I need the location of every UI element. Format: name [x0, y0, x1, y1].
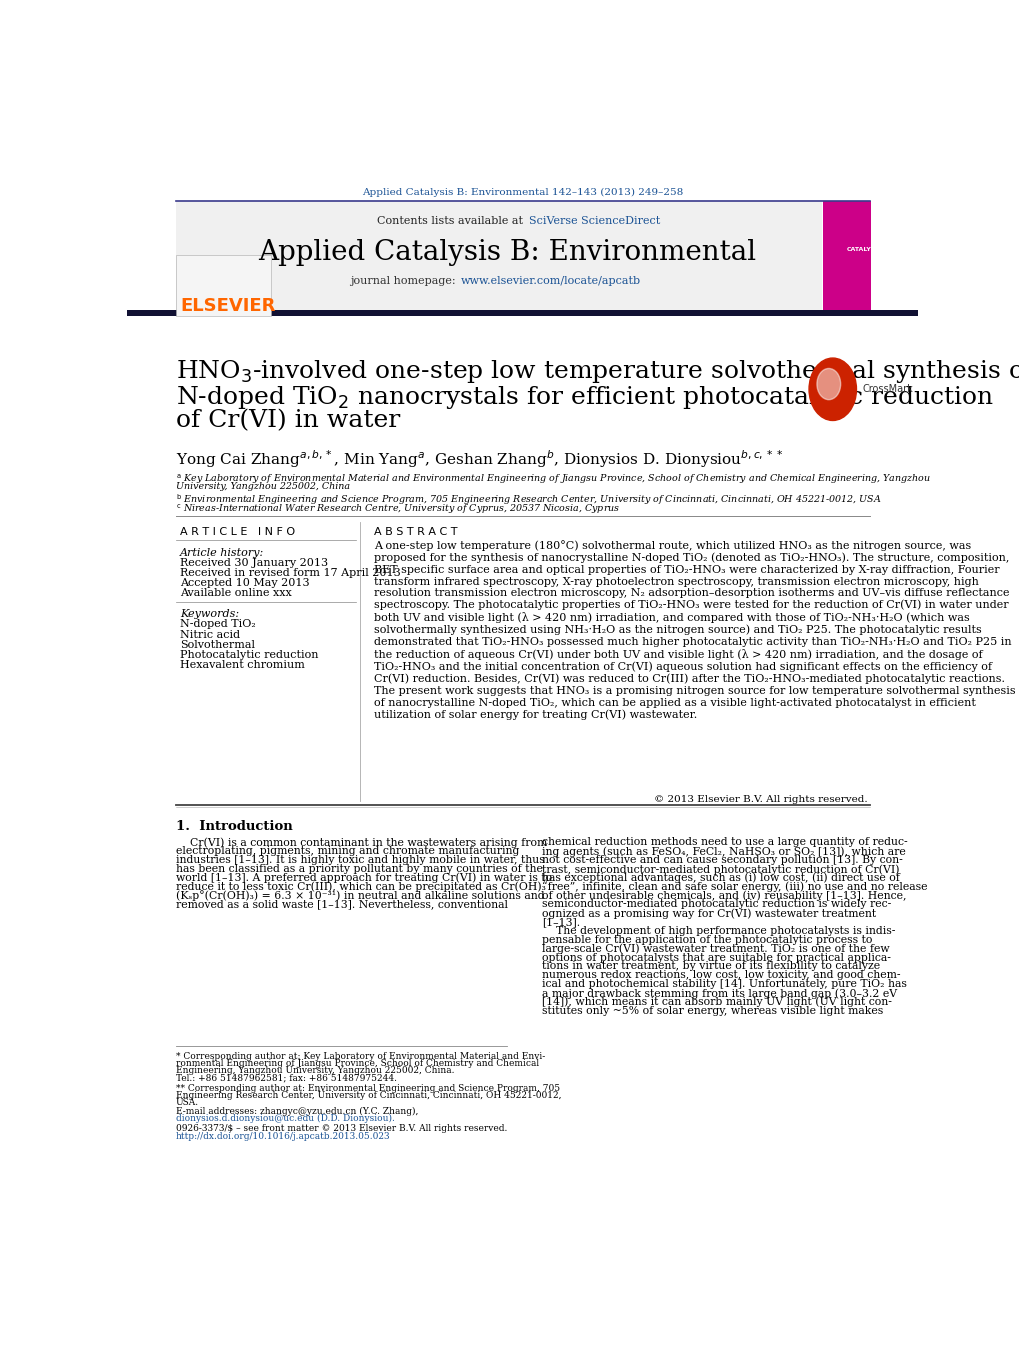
Text: www.elsevier.com/locate/apcatb: www.elsevier.com/locate/apcatb	[461, 276, 641, 286]
Text: N-doped TiO$_2$ nanocrystals for efficient photocatalytic reduction: N-doped TiO$_2$ nanocrystals for efficie…	[175, 384, 993, 411]
Text: Engineering Research Center, University of Cincinnati, Cincinnati, OH 45221-0012: Engineering Research Center, University …	[175, 1090, 560, 1100]
Text: Applied Catalysis B: Environmental: Applied Catalysis B: Environmental	[258, 239, 755, 266]
Text: Photocatalytic reduction: Photocatalytic reduction	[180, 650, 318, 659]
Text: ical and photochemical stability [14]. Unfortunately, pure TiO₂ has: ical and photochemical stability [14]. U…	[541, 979, 906, 989]
Text: electroplating, pigments, mining and chromate manufacturing: electroplating, pigments, mining and chr…	[175, 846, 519, 857]
Text: Engineering, Yangzhou University, Yangzhou 225002, China.: Engineering, Yangzhou University, Yangzh…	[175, 1066, 453, 1075]
Text: Solvothermal: Solvothermal	[180, 639, 255, 650]
Text: Yong Cai Zhang$^{a,b,*}$, Min Yang$^{a}$, Geshan Zhang$^{b}$, Dionysios D. Diony: Yong Cai Zhang$^{a,b,*}$, Min Yang$^{a}$…	[175, 449, 782, 470]
Text: has exceptional advantages, such as (i) low cost, (ii) direct use of: has exceptional advantages, such as (i) …	[541, 873, 899, 884]
Text: $^{\rm c}$ Nireas-International Water Research Centre, University of Cyprus, 205: $^{\rm c}$ Nireas-International Water Re…	[175, 503, 620, 516]
Text: Accepted 10 May 2013: Accepted 10 May 2013	[180, 578, 310, 588]
Text: Nitric acid: Nitric acid	[180, 630, 240, 639]
Text: a major drawback stemming from its large band gap (3.0–3.2 eV: a major drawback stemming from its large…	[541, 988, 897, 998]
Text: HNO$_3$-involved one-step low temperature solvothermal synthesis of: HNO$_3$-involved one-step low temperatur…	[175, 358, 1019, 385]
Text: University, Yangzhou 225002, China: University, Yangzhou 225002, China	[175, 482, 350, 492]
Text: Cr(VI) is a common contaminant in the wastewaters arising from: Cr(VI) is a common contaminant in the wa…	[175, 838, 546, 848]
Text: 1.  Introduction: 1. Introduction	[175, 820, 292, 834]
Text: pensable for the application of the photocatalytic process to: pensable for the application of the phot…	[541, 935, 871, 944]
Text: Available online xxx: Available online xxx	[180, 588, 291, 598]
Circle shape	[816, 369, 840, 400]
Text: removed as a solid waste [1–13]. Nevertheless, conventional: removed as a solid waste [1–13]. Neverth…	[175, 900, 507, 909]
Text: has been classified as a priority pollutant by many countries of the: has been classified as a priority pollut…	[175, 865, 542, 874]
Text: of Cr(VI) in water: of Cr(VI) in water	[175, 409, 399, 432]
Text: CrossMark: CrossMark	[862, 384, 913, 394]
Text: $^{\rm b}$ Environmental Engineering and Science Program, 705 Engineering Resear: $^{\rm b}$ Environmental Engineering and…	[175, 493, 880, 507]
Text: ** Corresponding author at: Environmental Engineering and Science Program, 705: ** Corresponding author at: Environmenta…	[175, 1084, 559, 1093]
Text: (Kₛp°(Cr(OH)₃) = 6.3 × 10⁻³¹) in neutral and alkaline solutions and: (Kₛp°(Cr(OH)₃) = 6.3 × 10⁻³¹) in neutral…	[175, 890, 544, 901]
Text: SciVerse ScienceDirect: SciVerse ScienceDirect	[529, 216, 659, 226]
Bar	[175, 200, 821, 309]
Text: http://dx.doi.org/10.1016/j.apcatb.2013.05.023: http://dx.doi.org/10.1016/j.apcatb.2013.…	[175, 1132, 390, 1140]
Text: industries [1–13]. It is highly toxic and highly mobile in water, thus: industries [1–13]. It is highly toxic an…	[175, 855, 544, 865]
Text: A one-step low temperature (180°C) solvothermal route, which utilized HNO₃ as th: A one-step low temperature (180°C) solvo…	[374, 540, 1015, 720]
Text: numerous redox reactions, low cost, low toxicity, and good chem-: numerous redox reactions, low cost, low …	[541, 970, 900, 981]
Text: The development of high performance photocatalysts is indis-: The development of high performance phot…	[541, 925, 895, 936]
Text: © 2013 Elsevier B.V. All rights reserved.: © 2013 Elsevier B.V. All rights reserved…	[653, 794, 867, 804]
Text: options of photocatalysts that are suitable for practical applica-: options of photocatalysts that are suita…	[541, 952, 891, 962]
Bar	[127, 309, 917, 316]
Text: Tel.: +86 51487962581; fax: +86 51487975244.: Tel.: +86 51487962581; fax: +86 51487975…	[175, 1073, 396, 1082]
Text: tions in water treatment, by virtue of its flexibility to catalyze: tions in water treatment, by virtue of i…	[541, 962, 879, 971]
Text: [14]), which means it can absorb mainly UV light (UV light con-: [14]), which means it can absorb mainly …	[541, 997, 892, 1008]
Text: 0926-3373/$ – see front matter © 2013 Elsevier B.V. All rights reserved.: 0926-3373/$ – see front matter © 2013 El…	[175, 1124, 506, 1133]
Text: $^{\rm a}$ Key Laboratory of Environmental Material and Environmental Engineerin: $^{\rm a}$ Key Laboratory of Environment…	[175, 473, 929, 486]
Text: not cost-effective and can cause secondary pollution [13]. By con-: not cost-effective and can cause seconda…	[541, 855, 902, 865]
Text: Received 30 January 2013: Received 30 January 2013	[180, 558, 328, 567]
Text: Received in revised form 17 April 2013: Received in revised form 17 April 2013	[180, 567, 400, 578]
Text: USA.: USA.	[175, 1097, 199, 1106]
Text: Keywords:: Keywords:	[180, 609, 239, 620]
Text: CATALYSIS: CATALYSIS	[846, 247, 882, 251]
Text: dionysios.d.dionysiou@uc.edu (D.D. Dionysiou).: dionysios.d.dionysiou@uc.edu (D.D. Diony…	[175, 1113, 394, 1123]
Text: A B S T R A C T: A B S T R A C T	[374, 527, 457, 538]
Text: of other undesirable chemicals, and (iv) reusability [1–13]. Hence,: of other undesirable chemicals, and (iv)…	[541, 890, 906, 901]
Text: stitutes only ~5% of solar energy, whereas visible light makes: stitutes only ~5% of solar energy, where…	[541, 1005, 882, 1016]
Text: ELSEVIER: ELSEVIER	[180, 297, 275, 315]
Bar	[175, 254, 271, 316]
Text: ronmental Engineering of Jiangsu Province, School of Chemistry and Chemical: ronmental Engineering of Jiangsu Provinc…	[175, 1059, 538, 1069]
Text: N-doped TiO₂: N-doped TiO₂	[180, 620, 256, 630]
Text: [1–13].: [1–13].	[541, 917, 580, 927]
Text: A R T I C L E   I N F O: A R T I C L E I N F O	[180, 527, 296, 538]
Text: Contents lists available at: Contents lists available at	[377, 216, 526, 226]
Text: “free”, infinite, clean and safe solar energy, (iii) no use and no release: “free”, infinite, clean and safe solar e…	[541, 882, 926, 893]
Text: reduce it to less toxic Cr(III), which can be precipitated as Cr(OH)₃: reduce it to less toxic Cr(III), which c…	[175, 882, 545, 892]
Circle shape	[808, 358, 856, 420]
Text: ing agents (such as FeSO₄, FeCl₂, NaHSO₃ or SO₂ [13]), which are: ing agents (such as FeSO₄, FeCl₂, NaHSO₃…	[541, 846, 905, 857]
Text: E-mail addresses: zhangyc@yzu.edu.cn (Y.C. Zhang),: E-mail addresses: zhangyc@yzu.edu.cn (Y.…	[175, 1106, 418, 1116]
Text: trast, semiconductor-mediated photocatalytic reduction of Cr(VI): trast, semiconductor-mediated photocatal…	[541, 865, 899, 874]
Text: * Corresponding author at: Key Laboratory of Environmental Material and Envi-: * Corresponding author at: Key Laborator…	[175, 1052, 544, 1062]
Text: ognized as a promising way for Cr(VI) wastewater treatment: ognized as a promising way for Cr(VI) wa…	[541, 908, 875, 919]
Text: chemical reduction methods need to use a large quantity of reduc-: chemical reduction methods need to use a…	[541, 838, 907, 847]
Text: journal homepage:: journal homepage:	[351, 276, 459, 286]
Text: semiconductor-mediated photocatalytic reduction is widely rec-: semiconductor-mediated photocatalytic re…	[541, 900, 891, 909]
Text: Applied Catalysis B: Environmental 142–143 (2013) 249–258: Applied Catalysis B: Environmental 142–1…	[362, 188, 683, 197]
Bar	[822, 200, 870, 309]
Text: world [1–13]. A preferred approach for treating Cr(VI) in water is to: world [1–13]. A preferred approach for t…	[175, 873, 551, 884]
Text: Article history:: Article history:	[180, 549, 264, 558]
Text: large-scale Cr(VI) wastewater treatment. TiO₂ is one of the few: large-scale Cr(VI) wastewater treatment.…	[541, 943, 889, 954]
Text: Hexavalent chromium: Hexavalent chromium	[180, 659, 305, 670]
